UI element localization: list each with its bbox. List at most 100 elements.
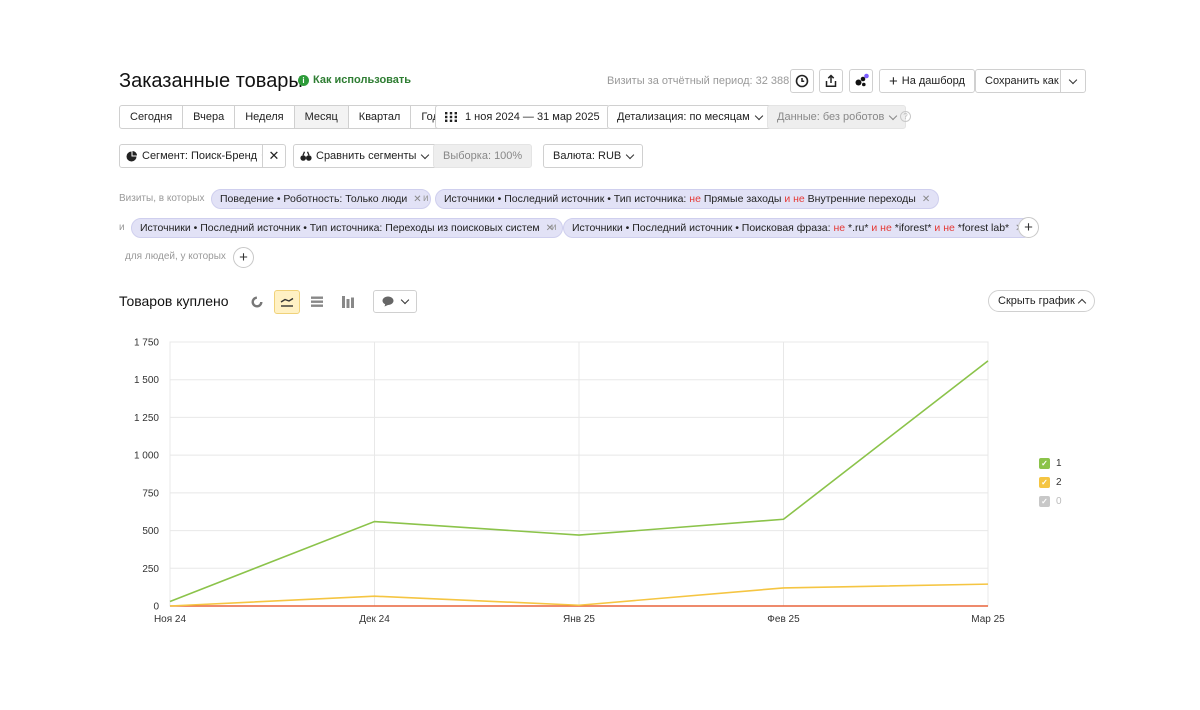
period-1-button[interactable]: Вчера: [182, 105, 236, 129]
assistant-icon: [855, 73, 869, 87]
data-filter-label: Данные: без роботов: [777, 111, 885, 123]
series-1-point[interactable]: [986, 358, 991, 363]
comment-icon: [382, 296, 394, 307]
series-0-point[interactable]: [372, 604, 377, 609]
hide-chart-label: Скрыть график: [998, 295, 1075, 307]
chart-type-line-button[interactable]: [274, 290, 300, 314]
assistant-button[interactable]: [849, 69, 873, 93]
legend-item-2[interactable]: ✓ 2: [1039, 473, 1062, 492]
filter-chip-robots[interactable]: Поведение • Роботность: Только люди ✕: [211, 189, 431, 209]
period-selector: Сегодня Вчера Неделя Месяц Квартал Год: [119, 105, 450, 129]
series-1-point[interactable]: [168, 599, 173, 604]
series-line-1[interactable]: [169, 360, 989, 603]
checkbox-icon[interactable]: ✓: [1039, 477, 1050, 488]
date-range-button[interactable]: 1 ноя 2024 — 31 мар 2025: [435, 105, 610, 129]
chart-section-title: Товаров куплено: [119, 293, 229, 309]
y-tick-label: 250: [142, 564, 159, 575]
legend-item-1[interactable]: ✓ 1: [1039, 454, 1062, 473]
series-1-point[interactable]: [577, 533, 582, 538]
info-icon: i: [298, 74, 309, 86]
calendar-icon: [445, 112, 457, 122]
hide-chart-button[interactable]: Скрыть график: [988, 290, 1095, 312]
filter-chip-label: Источники • Последний источник • Тип ист…: [444, 193, 687, 205]
checkbox-icon[interactable]: ✓: [1039, 458, 1050, 469]
series-0-point[interactable]: [986, 604, 991, 609]
detail-select[interactable]: Детализация: по месяцам: [607, 105, 772, 129]
share-icon: [825, 74, 837, 88]
series-2-point[interactable]: [168, 604, 173, 609]
chart-type-pie-button[interactable]: [244, 290, 270, 314]
series-2-point[interactable]: [372, 594, 377, 599]
clear-segment-button[interactable]: ✕: [262, 144, 286, 168]
y-tick-label: 1 500: [134, 375, 159, 386]
detail-label: Детализация: по месяцам: [617, 111, 750, 123]
series-2-point[interactable]: [781, 585, 786, 590]
compare-segments-select[interactable]: Сравнить сегменты: [293, 144, 438, 168]
to-dashboard-button[interactable]: + На дашборд: [879, 69, 975, 93]
close-icon[interactable]: ✕: [413, 193, 422, 205]
area-chart-icon: [311, 296, 323, 307]
filter-chip-search-systems[interactable]: Источники • Последний источник • Тип ист…: [131, 218, 564, 238]
legend-label: 0: [1056, 496, 1062, 507]
add-people-filter-button[interactable]: +: [233, 247, 254, 268]
page-title: Заказанные товары: [119, 70, 303, 92]
filter-not-label: не: [793, 193, 805, 205]
legend-item-0[interactable]: ✓ 0: [1039, 492, 1062, 511]
filter-value: *forest lab*: [957, 222, 1010, 234]
filter-people-label: для людей, у которых: [125, 251, 226, 262]
filter-not-label: не: [833, 222, 846, 234]
currency-label: Валюта: RUB: [553, 150, 622, 162]
x-tick-label: Ноя 24: [154, 614, 187, 625]
how-to-use-label: Как использовать: [313, 74, 412, 86]
series-1-point[interactable]: [372, 519, 377, 524]
line-chart-icon: [280, 297, 294, 307]
history-button[interactable]: [790, 69, 814, 93]
chart-type-area-button[interactable]: [304, 290, 330, 314]
clock-icon: [795, 74, 809, 88]
series-2-point[interactable]: [986, 582, 991, 587]
pie-chart-icon: [251, 296, 263, 308]
period-0-button[interactable]: Сегодня: [119, 105, 184, 129]
filter-chip-source-type[interactable]: Источники • Последний источник • Тип ист…: [435, 189, 940, 209]
save-options-button[interactable]: [1060, 69, 1086, 93]
filter-value: Прямые заходы: [703, 193, 782, 205]
period-2-button[interactable]: Неделя: [234, 105, 295, 129]
y-tick-label: 1 000: [134, 451, 159, 462]
filter-visits-label: Визиты, в которых: [119, 193, 205, 204]
how-to-use-link[interactable]: i Как использовать: [298, 74, 411, 86]
plus-icon: +: [889, 72, 898, 90]
filter-not-label: не: [880, 222, 892, 234]
save-as-button[interactable]: Сохранить как: [975, 69, 1061, 93]
series-line-2[interactable]: [169, 583, 989, 607]
segment-select[interactable]: Сегмент: Поиск-Бренд: [119, 144, 279, 168]
conjunction-and: и: [119, 222, 125, 233]
filter-chip-label: Поведение • Роботность: Только люди: [220, 193, 408, 205]
period-4-button[interactable]: Квартал: [347, 105, 412, 129]
currency-select[interactable]: Валюта: RUB: [543, 144, 644, 168]
filter-not-label: не: [943, 222, 955, 234]
annotations-select[interactable]: [373, 290, 417, 313]
series-0-point[interactable]: [781, 604, 786, 609]
chart-type-bar-button[interactable]: [335, 290, 361, 314]
filter-value: *iforest*: [894, 222, 932, 234]
filter-chip-search-phrase[interactable]: Источники • Последний источник • Поисков…: [563, 218, 1033, 238]
filter-value: *.ru*: [848, 222, 869, 234]
data-filter-select[interactable]: Данные: без роботов: [767, 105, 907, 129]
segment-label: Сегмент: Поиск-Бренд: [142, 150, 258, 162]
bar-chart-icon: [342, 296, 354, 308]
legend-label: 1: [1056, 458, 1062, 469]
checkbox-icon[interactable]: ✓: [1039, 496, 1050, 507]
series-1-point[interactable]: [781, 517, 786, 522]
filter-value: Внутренние переходы: [807, 193, 916, 205]
sample-select[interactable]: Выборка: 100%: [433, 144, 533, 168]
x-tick-label: Янв 25: [563, 614, 595, 625]
close-icon[interactable]: ✕: [545, 222, 555, 234]
filter-chip-label: Источники • Последний источник • Тип ист…: [140, 222, 540, 234]
close-icon[interactable]: ✕: [921, 193, 931, 205]
period-3-button[interactable]: Месяц: [293, 105, 349, 129]
add-filter-button[interactable]: +: [1018, 217, 1039, 238]
help-icon[interactable]: ?: [900, 111, 911, 122]
filter-not-label: не: [689, 193, 701, 205]
export-button[interactable]: [819, 69, 843, 93]
series-2-point[interactable]: [577, 603, 582, 608]
